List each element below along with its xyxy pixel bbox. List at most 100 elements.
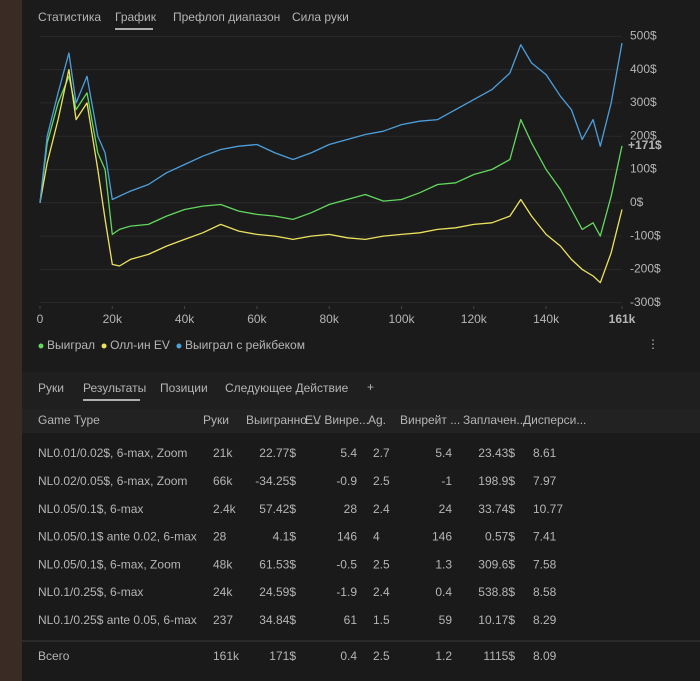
table-cell: 2.7 [373, 446, 390, 460]
table-cell: -0.9 [336, 474, 357, 488]
column-header[interactable]: Дисперси... [523, 413, 586, 427]
series-line [39, 75, 623, 237]
table-cell: 161k [213, 649, 240, 663]
y-tick-label: 400$ [630, 62, 657, 76]
add-tab-icon[interactable]: + [367, 380, 374, 394]
table-cell: 57.42$ [259, 502, 296, 516]
table-cell: 2.5 [373, 474, 390, 488]
table-cell: 1115$ [483, 649, 515, 663]
table-cell: 1.5 [373, 613, 390, 627]
x-tick-label: 161k [609, 312, 636, 326]
legend-dot [101, 343, 107, 349]
table-cell: 1.2 [435, 649, 452, 663]
subtab[interactable]: Результаты [83, 381, 146, 395]
table-cell: 10.17$ [478, 613, 515, 627]
table-cell: 59 [439, 613, 453, 627]
table-cell: 8.09 [533, 649, 557, 663]
table-cell: 10.77 [533, 502, 563, 516]
subtab[interactable]: Позиции [160, 381, 208, 395]
tab[interactable]: Сила руки [292, 10, 349, 24]
table-cell: 146 [337, 530, 357, 544]
y-tick-label: 0$ [630, 195, 644, 209]
tab[interactable]: График [115, 10, 157, 24]
subtab[interactable]: Руки [38, 381, 64, 395]
x-tick-label: 100k [388, 312, 415, 326]
table-cell: 0.4 [340, 649, 357, 663]
y-tick-label: -100$ [630, 228, 661, 242]
column-header[interactable]: Выигранно ... [246, 413, 320, 427]
column-header[interactable]: Заплачен... [463, 413, 526, 427]
table-cell: NL0.05/0.1$ ante 0.02, 6-max [38, 530, 197, 544]
tab[interactable]: Префлоп диапазон [173, 10, 280, 24]
x-tick-label: 140k [533, 312, 560, 326]
table-cell: 33.74$ [478, 502, 515, 516]
column-header[interactable]: Руки [203, 413, 229, 427]
table-cell: 61 [344, 613, 358, 627]
table-cell: 66k [213, 474, 233, 488]
table-cell: 2.5 [373, 557, 390, 571]
table-cell: 8.58 [533, 585, 557, 599]
column-header[interactable]: Винрейт ... [400, 413, 460, 427]
table-cell: 2.4 [373, 502, 390, 516]
table-cell: 8.29 [533, 613, 557, 627]
y-tick-label: 500$ [630, 29, 657, 43]
y-tick-label: 300$ [630, 95, 657, 109]
table-cell: NL0.05/0.1$, 6-max, Zoom [38, 557, 181, 571]
table-cell: 34.84$ [259, 613, 296, 627]
table-cell: 309.6$ [478, 557, 515, 571]
table-cell: -1 [441, 474, 452, 488]
tab[interactable]: Статистика [38, 10, 101, 24]
table-cell: 4.1$ [273, 530, 297, 544]
table-cell: NL0.01/0.02$, 6-max, Zoom [38, 446, 187, 460]
series-line [39, 68, 623, 284]
table-cell: 5.4 [340, 446, 357, 460]
legend-dot [176, 343, 182, 349]
x-tick-label: 80k [320, 312, 340, 326]
table-cell: -1.9 [336, 585, 357, 599]
x-tick-label: 0 [37, 312, 44, 326]
table-cell: 237 [213, 613, 233, 627]
legend-dot [38, 343, 44, 349]
table-header-bar [22, 409, 700, 433]
table-cell: 198.9$ [478, 474, 515, 488]
chart-panel [22, 0, 700, 372]
column-header[interactable]: Ag. [368, 413, 386, 427]
table-cell: 24k [213, 585, 233, 599]
table-cell: 24.59$ [259, 585, 296, 599]
table-cell: 1.3 [435, 557, 452, 571]
subtab[interactable]: Следующее Действие [225, 381, 349, 395]
table-cell: 8.61 [533, 446, 557, 460]
table-cell: 538.8$ [478, 585, 515, 599]
table-cell: 7.58 [533, 557, 557, 571]
x-tick-label: 40k [175, 312, 195, 326]
table-cell: 5.4 [435, 446, 452, 460]
table-cell: NL0.1/0.25$ ante 0.05, 6-max [38, 613, 197, 627]
table-cell: -34.25$ [255, 474, 296, 488]
y-tick-label: -200$ [630, 262, 661, 276]
table-cell: 28 [213, 530, 227, 544]
column-header[interactable]: EV Винре... [305, 413, 369, 427]
table-body [22, 433, 700, 681]
table-cell: 28 [344, 502, 358, 516]
x-tick-label: 120k [461, 312, 488, 326]
legend-label[interactable]: Олл-ин EV [110, 338, 170, 352]
legend-label[interactable]: Выиграл с рейкбеком [185, 338, 305, 352]
series-line [39, 42, 623, 203]
table-cell: 23.43$ [478, 446, 515, 460]
subtab-bar [22, 372, 700, 409]
menu-icon[interactable]: ⋮ [647, 337, 659, 351]
table-cell: -0.5 [336, 557, 357, 571]
table-cell: NL0.1/0.25$, 6-max [38, 585, 143, 599]
table-cell: 24 [439, 502, 453, 516]
table-cell: NL0.05/0.1$, 6-max [38, 502, 143, 516]
y-tick-label: 200$ [630, 128, 657, 142]
legend-label[interactable]: Выиграл [47, 338, 95, 352]
table-cell: 7.41 [533, 530, 557, 544]
table-cell: 0.4 [435, 585, 452, 599]
x-tick-label: 20k [103, 312, 123, 326]
table-cell: 22.77$ [259, 446, 296, 460]
column-header[interactable]: Game Type [38, 413, 100, 427]
table-cell: Всего [38, 649, 70, 663]
table-cell: 21k [213, 446, 233, 460]
table-cell: 146 [432, 530, 452, 544]
